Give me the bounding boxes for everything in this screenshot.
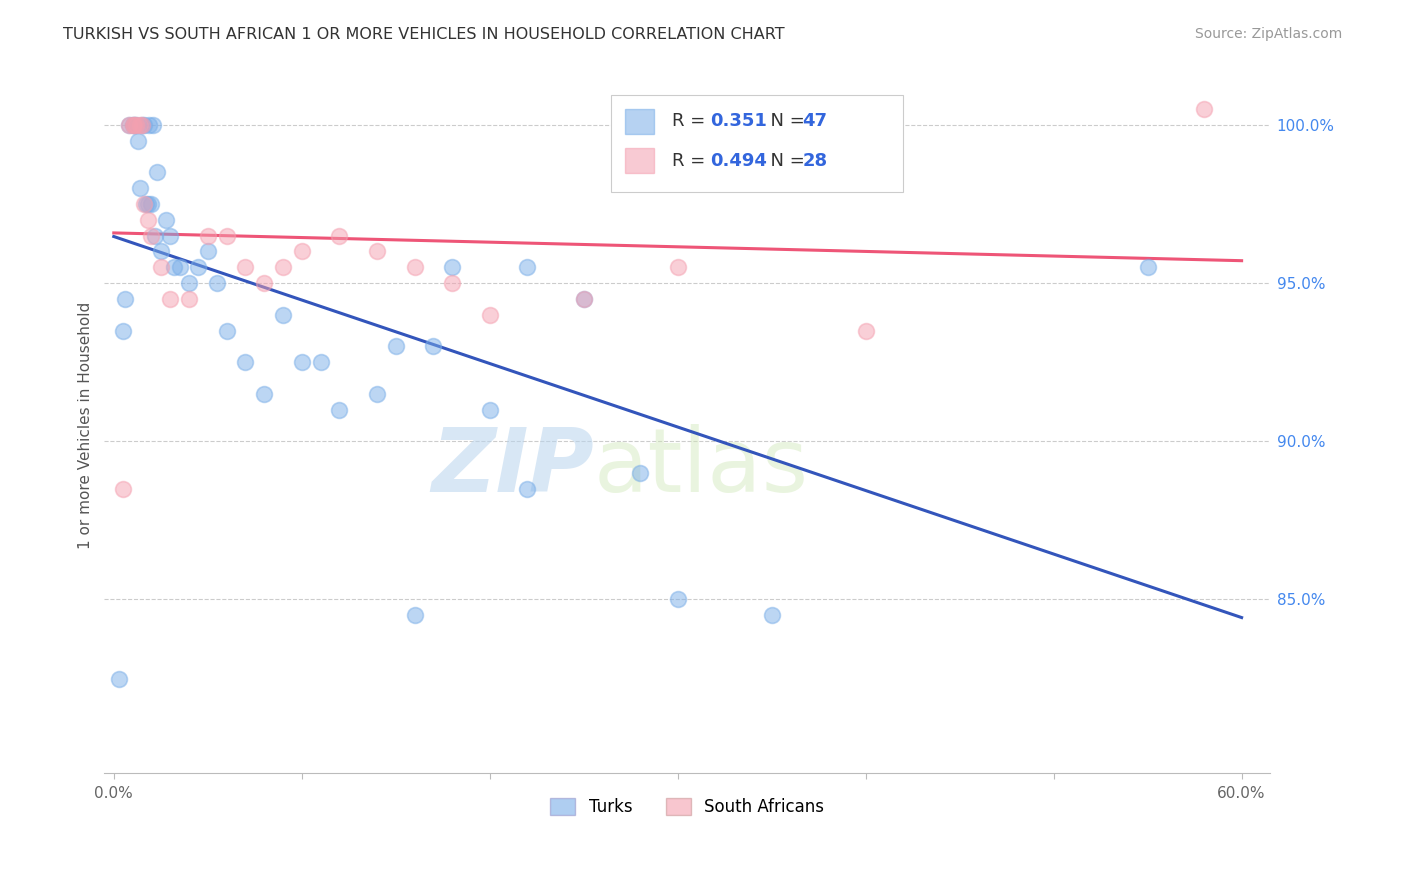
Point [155,212,177,227]
Point [309,355,332,369]
Point [422,339,444,353]
Point [132,118,155,132]
Text: ZIP: ZIP [432,424,593,511]
Point [118,118,141,132]
Point [235,355,257,369]
Point [136,197,159,211]
Point [149,244,172,259]
Point [235,260,257,275]
Point [215,324,238,338]
Text: R =: R = [672,152,711,170]
Point [163,260,186,275]
Point [118,118,141,132]
Point [149,260,172,275]
Point [131,118,153,132]
Point [112,324,135,338]
Point [328,228,350,243]
FancyBboxPatch shape [626,109,654,134]
Point [271,308,294,322]
Point [124,118,146,132]
Point [131,118,153,132]
Point [114,292,136,306]
Point [366,386,388,401]
Text: 0.494: 0.494 [710,152,768,170]
Point [129,181,152,195]
Text: N =: N = [759,112,811,130]
Point [197,244,219,259]
Point [441,260,464,275]
Legend: Turks, South Africans: Turks, South Africans [541,789,832,824]
Point [146,165,169,179]
Text: atlas: atlas [593,424,808,511]
Point [478,308,501,322]
Point [108,672,131,686]
Point [125,118,148,132]
Point [124,118,146,132]
Point [143,228,166,243]
Point [205,276,228,290]
Point [628,466,651,480]
FancyBboxPatch shape [626,148,654,173]
Point [516,260,538,275]
Point [138,118,160,132]
Point [291,244,314,259]
FancyBboxPatch shape [612,95,903,193]
Point [328,402,350,417]
Point [142,118,165,132]
Point [177,276,200,290]
Point [404,608,426,623]
Text: 28: 28 [803,152,828,170]
Text: R =: R = [672,112,711,130]
Point [572,292,595,306]
Point [1136,260,1159,275]
Point [121,118,143,132]
Point [253,276,276,290]
Text: N =: N = [759,152,811,170]
Point [187,260,209,275]
Point [572,292,595,306]
Point [177,292,200,306]
Point [135,197,157,211]
Point [136,212,159,227]
Point [127,134,149,148]
Text: Source: ZipAtlas.com: Source: ZipAtlas.com [1195,27,1343,41]
Point [516,482,538,496]
Point [384,339,406,353]
Point [112,482,135,496]
Point [215,228,238,243]
Point [271,260,294,275]
Y-axis label: 1 or more Vehicles in Household: 1 or more Vehicles in Household [79,301,93,549]
Point [761,608,783,623]
Point [197,228,219,243]
Point [141,197,163,211]
Point [291,355,314,369]
Point [1192,102,1215,116]
Text: 47: 47 [803,112,828,130]
Point [169,260,191,275]
Point [159,292,181,306]
Point [478,402,501,417]
Point [441,276,464,290]
Point [366,244,388,259]
Point [855,324,877,338]
Point [125,118,148,132]
Point [253,386,276,401]
Point [132,197,155,211]
Point [159,228,181,243]
Point [129,118,152,132]
Point [404,260,426,275]
Point [121,118,143,132]
Text: 0.351: 0.351 [710,112,768,130]
Point [666,592,689,607]
Text: TURKISH VS SOUTH AFRICAN 1 OR MORE VEHICLES IN HOUSEHOLD CORRELATION CHART: TURKISH VS SOUTH AFRICAN 1 OR MORE VEHIC… [63,27,785,42]
Point [666,260,689,275]
Point [141,228,163,243]
